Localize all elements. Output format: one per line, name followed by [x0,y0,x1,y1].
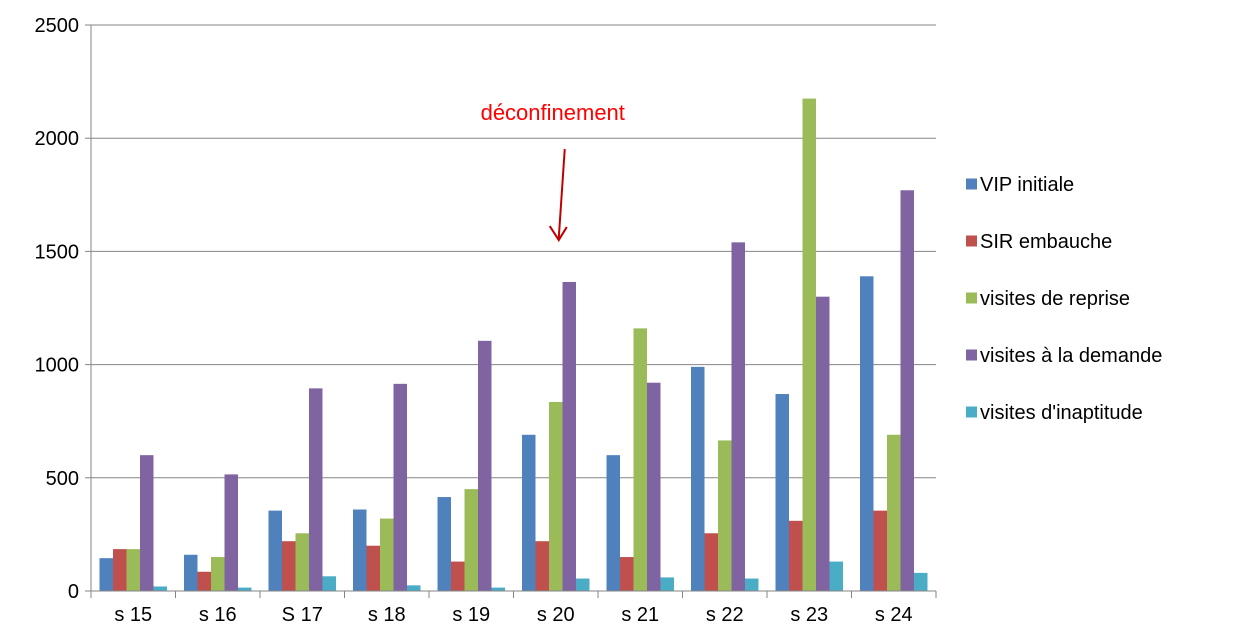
bar-sir-embauche-s-21 [620,557,634,591]
legend-label: visites à la demande [980,345,1162,367]
x-tick-label: s 23 [790,604,828,626]
bar-vip-initiale-s-22 [691,366,705,591]
bar-vip-initiale-s-24 [860,276,874,591]
legend-label: SIR embauche [980,231,1112,253]
bar-sir-embauche-s-15 [113,549,127,591]
y-tick-label: 2500 [35,15,80,37]
bar-visites-de-reprise-s-24 [887,434,901,591]
bar-vip-initiale-s-19 [437,497,451,591]
bar-vip-initiale-s-15 [99,558,113,591]
x-tick-label: S 17 [282,604,323,626]
bar-sir-embauche-s-20 [535,541,549,591]
bar-visites-la-demande-s-23 [816,296,830,591]
legend: VIP initiale SIR embauche visites de repri… [966,174,1162,424]
bar-visites-d-inaptitude-s-22 [745,578,759,591]
bar-sir-embauche-s-23 [789,520,803,591]
legend-label: visites de reprise [980,288,1130,310]
bar-visites-de-reprise-s-21 [633,328,647,591]
x-tick-label: s 16 [199,604,237,626]
x-tick-label: s 15 [114,604,152,626]
bars [99,98,928,591]
bar-visites-de-reprise-s-18 [380,518,394,591]
annotation-arrow-shaft [557,149,566,239]
bar-visites-de-reprise-s-15 [126,549,140,591]
annotation: déconfinement [481,100,625,242]
y-tick-label: 0 [68,581,79,603]
bar-visites-d-inaptitude-s-23 [829,561,843,591]
legend-swatch [966,235,977,247]
bar-visites-la-demande-s-19 [478,340,492,591]
bar-visites-la-demande-s-22 [731,242,745,591]
bar-visites-de-reprise-s-23 [802,98,816,591]
bar-visites-de-reprise-s-22 [718,440,732,591]
bar-sir-embauche-s-18 [366,545,380,591]
legend-label: visites d'inaptitude [980,402,1143,424]
bar-visites-la-demande-s-15 [140,455,154,591]
y-tick-label: 500 [46,468,79,490]
bar-vip-initiale-s-18 [353,509,367,591]
bar-visites-la-demande-s-21 [647,382,661,591]
bar-visites-d-inaptitude-s-16 [238,587,252,591]
bar-visites-la-demande-s-17 [309,388,323,591]
bar-visites-de-reprise-s-16 [211,557,225,591]
annotation-arrow-head [548,225,568,242]
bar-visites-la-demande-s-20 [562,281,576,591]
y-tick-label: 1500 [35,241,80,263]
bar-visites-d-inaptitude-s-24 [914,572,928,591]
y-tick-label: 2000 [35,128,80,150]
legend-label: VIP initiale [980,174,1074,196]
bar-vip-initiale-s-16 [184,554,198,591]
bar-sir-embauche-s-24 [873,510,887,591]
bar-sir-embauche-s-17 [282,541,296,591]
legend-swatch [966,292,977,304]
tick-labels: 0 500 1000 1500 2000 2500 s 15 s 16 S 17 s 18 s 19… [35,15,913,626]
legend-swatch [966,406,977,418]
bar-visites-la-demande-s-24 [900,190,914,591]
bar-visites-de-reprise-s-17 [295,533,309,591]
axes [85,24,937,598]
bar-visites-de-reprise-s-20 [549,401,563,591]
bar-visites-la-demande-s-16 [224,474,238,591]
bar-visites-d-inaptitude-s-20 [576,578,590,591]
annotation-label: déconfinement [481,100,625,125]
bar-visites-d-inaptitude-s-15 [153,586,167,591]
bar-visites-d-inaptitude-s-21 [660,577,674,591]
bar-vip-initiale-s-20 [522,434,536,591]
x-tick-label: s 22 [706,604,744,626]
x-tick-label: s 21 [621,604,659,626]
bar-vip-initiale-s-21 [606,455,620,591]
bar-visites-d-inaptitude-s-18 [407,585,421,591]
bar-visites-d-inaptitude-s-17 [322,576,336,591]
x-tick-label: s 19 [452,604,490,626]
x-tick-label: s 20 [537,604,575,626]
bar-vip-initiale-s-17 [268,510,282,591]
bar-visites-la-demande-s-18 [393,383,407,591]
bar-visites-de-reprise-s-19 [464,489,478,591]
y-tick-label: 1000 [35,355,80,377]
bar-sir-embauche-s-19 [451,561,465,591]
bar-visites-d-inaptitude-s-19 [491,587,505,591]
legend-swatch [966,178,977,190]
legend-swatch [966,349,977,361]
bar-sir-embauche-s-22 [704,533,718,591]
grid-lines [91,24,936,479]
bar-vip-initiale-s-23 [775,394,789,591]
x-tick-label: s 18 [368,604,406,626]
bar-sir-embauche-s-16 [197,571,211,591]
x-tick-label: s 24 [875,604,913,626]
